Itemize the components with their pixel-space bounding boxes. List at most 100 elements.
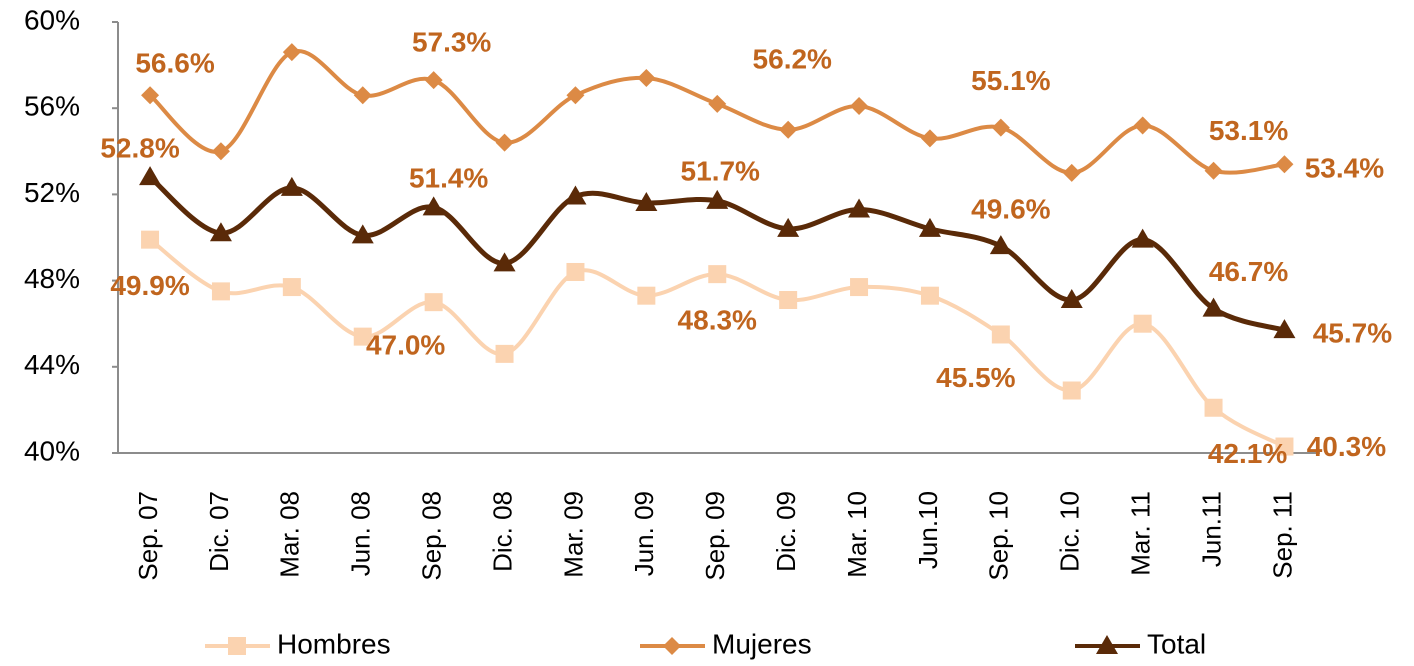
marker (1131, 228, 1154, 248)
marker (777, 217, 800, 237)
marker (918, 217, 941, 237)
marker (566, 262, 585, 281)
x-tick-label: Mar. 10 (842, 491, 872, 578)
marker (282, 278, 301, 297)
legend-label: Mujeres (712, 628, 812, 659)
x-tick-label: Dic. 07 (204, 491, 234, 572)
marker (1202, 297, 1225, 317)
marker (708, 265, 727, 284)
marker (280, 176, 303, 196)
marker (209, 222, 232, 242)
x-tick-label: Dic. 08 (487, 491, 517, 572)
marker (1204, 398, 1223, 417)
value-label: 49.6% (971, 194, 1050, 225)
marker (1096, 635, 1118, 654)
marker (850, 97, 869, 116)
value-label: 56.2% (753, 43, 832, 74)
marker (1275, 155, 1294, 174)
marker (141, 86, 160, 105)
marker (424, 71, 443, 90)
value-label: 53.1% (1209, 115, 1288, 146)
marker (1275, 437, 1294, 456)
marker (139, 166, 162, 186)
marker (779, 290, 798, 309)
value-label: 40.3% (1307, 431, 1386, 462)
marker (228, 637, 246, 655)
x-tick-label: Sep. 10 (984, 491, 1014, 581)
x-tick-label: Jun.10 (913, 491, 943, 569)
marker (353, 86, 372, 105)
marker (282, 43, 301, 62)
marker (211, 142, 230, 161)
marker (495, 344, 514, 363)
y-tick-label: 60% (24, 4, 80, 35)
x-tick-label: Mar. 09 (558, 491, 588, 578)
y-tick-label: 56% (24, 91, 80, 122)
marker (424, 293, 443, 312)
marker (708, 94, 727, 113)
marker (1060, 288, 1083, 308)
value-label: 49.9% (110, 270, 189, 301)
marker (663, 637, 681, 655)
value-label: 51.7% (681, 155, 760, 186)
value-label: 47.0% (366, 330, 445, 361)
value-label: 48.3% (678, 305, 757, 336)
marker (564, 185, 587, 205)
marker (141, 230, 160, 249)
x-tick-label: Jun. 08 (346, 491, 376, 576)
marker (635, 192, 658, 212)
value-label: 56.6% (135, 48, 214, 79)
marker (1204, 161, 1223, 180)
marker (991, 325, 1010, 344)
marker (493, 252, 516, 272)
marker (920, 286, 939, 305)
marker (637, 69, 656, 88)
marker (422, 196, 445, 216)
value-label: 42.1% (1208, 438, 1287, 469)
marker (1133, 116, 1152, 135)
marker (1062, 381, 1081, 400)
marker (706, 189, 729, 209)
value-label: 53.4% (1305, 153, 1384, 184)
marker (353, 327, 372, 346)
value-label: 55.1% (971, 65, 1050, 96)
x-tick-label: Mar. 11 (1126, 491, 1156, 576)
marker (848, 198, 871, 218)
y-tick-label: 44% (24, 349, 80, 380)
y-tick-label: 52% (24, 177, 80, 208)
x-tick-label: Sep. 08 (417, 491, 447, 581)
legend-label: Hombres (277, 628, 391, 659)
marker (989, 235, 1012, 255)
x-tick-label: Jun. 09 (629, 491, 659, 576)
series-line (148, 48, 1285, 175)
x-tick-label: Dic. 09 (771, 491, 801, 572)
x-tick-label: Sep. 09 (700, 491, 730, 581)
y-tick-label: 48% (24, 263, 80, 294)
marker (495, 133, 514, 152)
series-line (148, 175, 1286, 333)
value-label: 45.7% (1313, 318, 1392, 349)
value-label: 45.5% (936, 362, 1015, 393)
marker (920, 129, 939, 148)
marker (779, 120, 798, 139)
marker (1133, 314, 1152, 333)
legend-label: Total (1147, 628, 1206, 659)
y-tick-label: 40% (24, 435, 80, 466)
x-tick-label: Mar. 08 (275, 491, 305, 578)
value-label: 46.7% (1209, 256, 1288, 287)
marker (211, 282, 230, 301)
marker (850, 278, 869, 297)
value-label: 57.3% (412, 27, 491, 58)
x-tick-label: Dic. 10 (1055, 491, 1085, 572)
marker (991, 118, 1010, 137)
x-tick-label: Jun.11 (1196, 491, 1226, 567)
marker (637, 286, 656, 305)
marker (566, 86, 585, 105)
x-tick-label: Sep. 07 (133, 491, 163, 581)
marker (1273, 319, 1296, 339)
marker (1062, 163, 1081, 182)
marker (351, 224, 374, 244)
value-label: 51.4% (409, 163, 488, 194)
value-label: 52.8% (100, 133, 179, 164)
